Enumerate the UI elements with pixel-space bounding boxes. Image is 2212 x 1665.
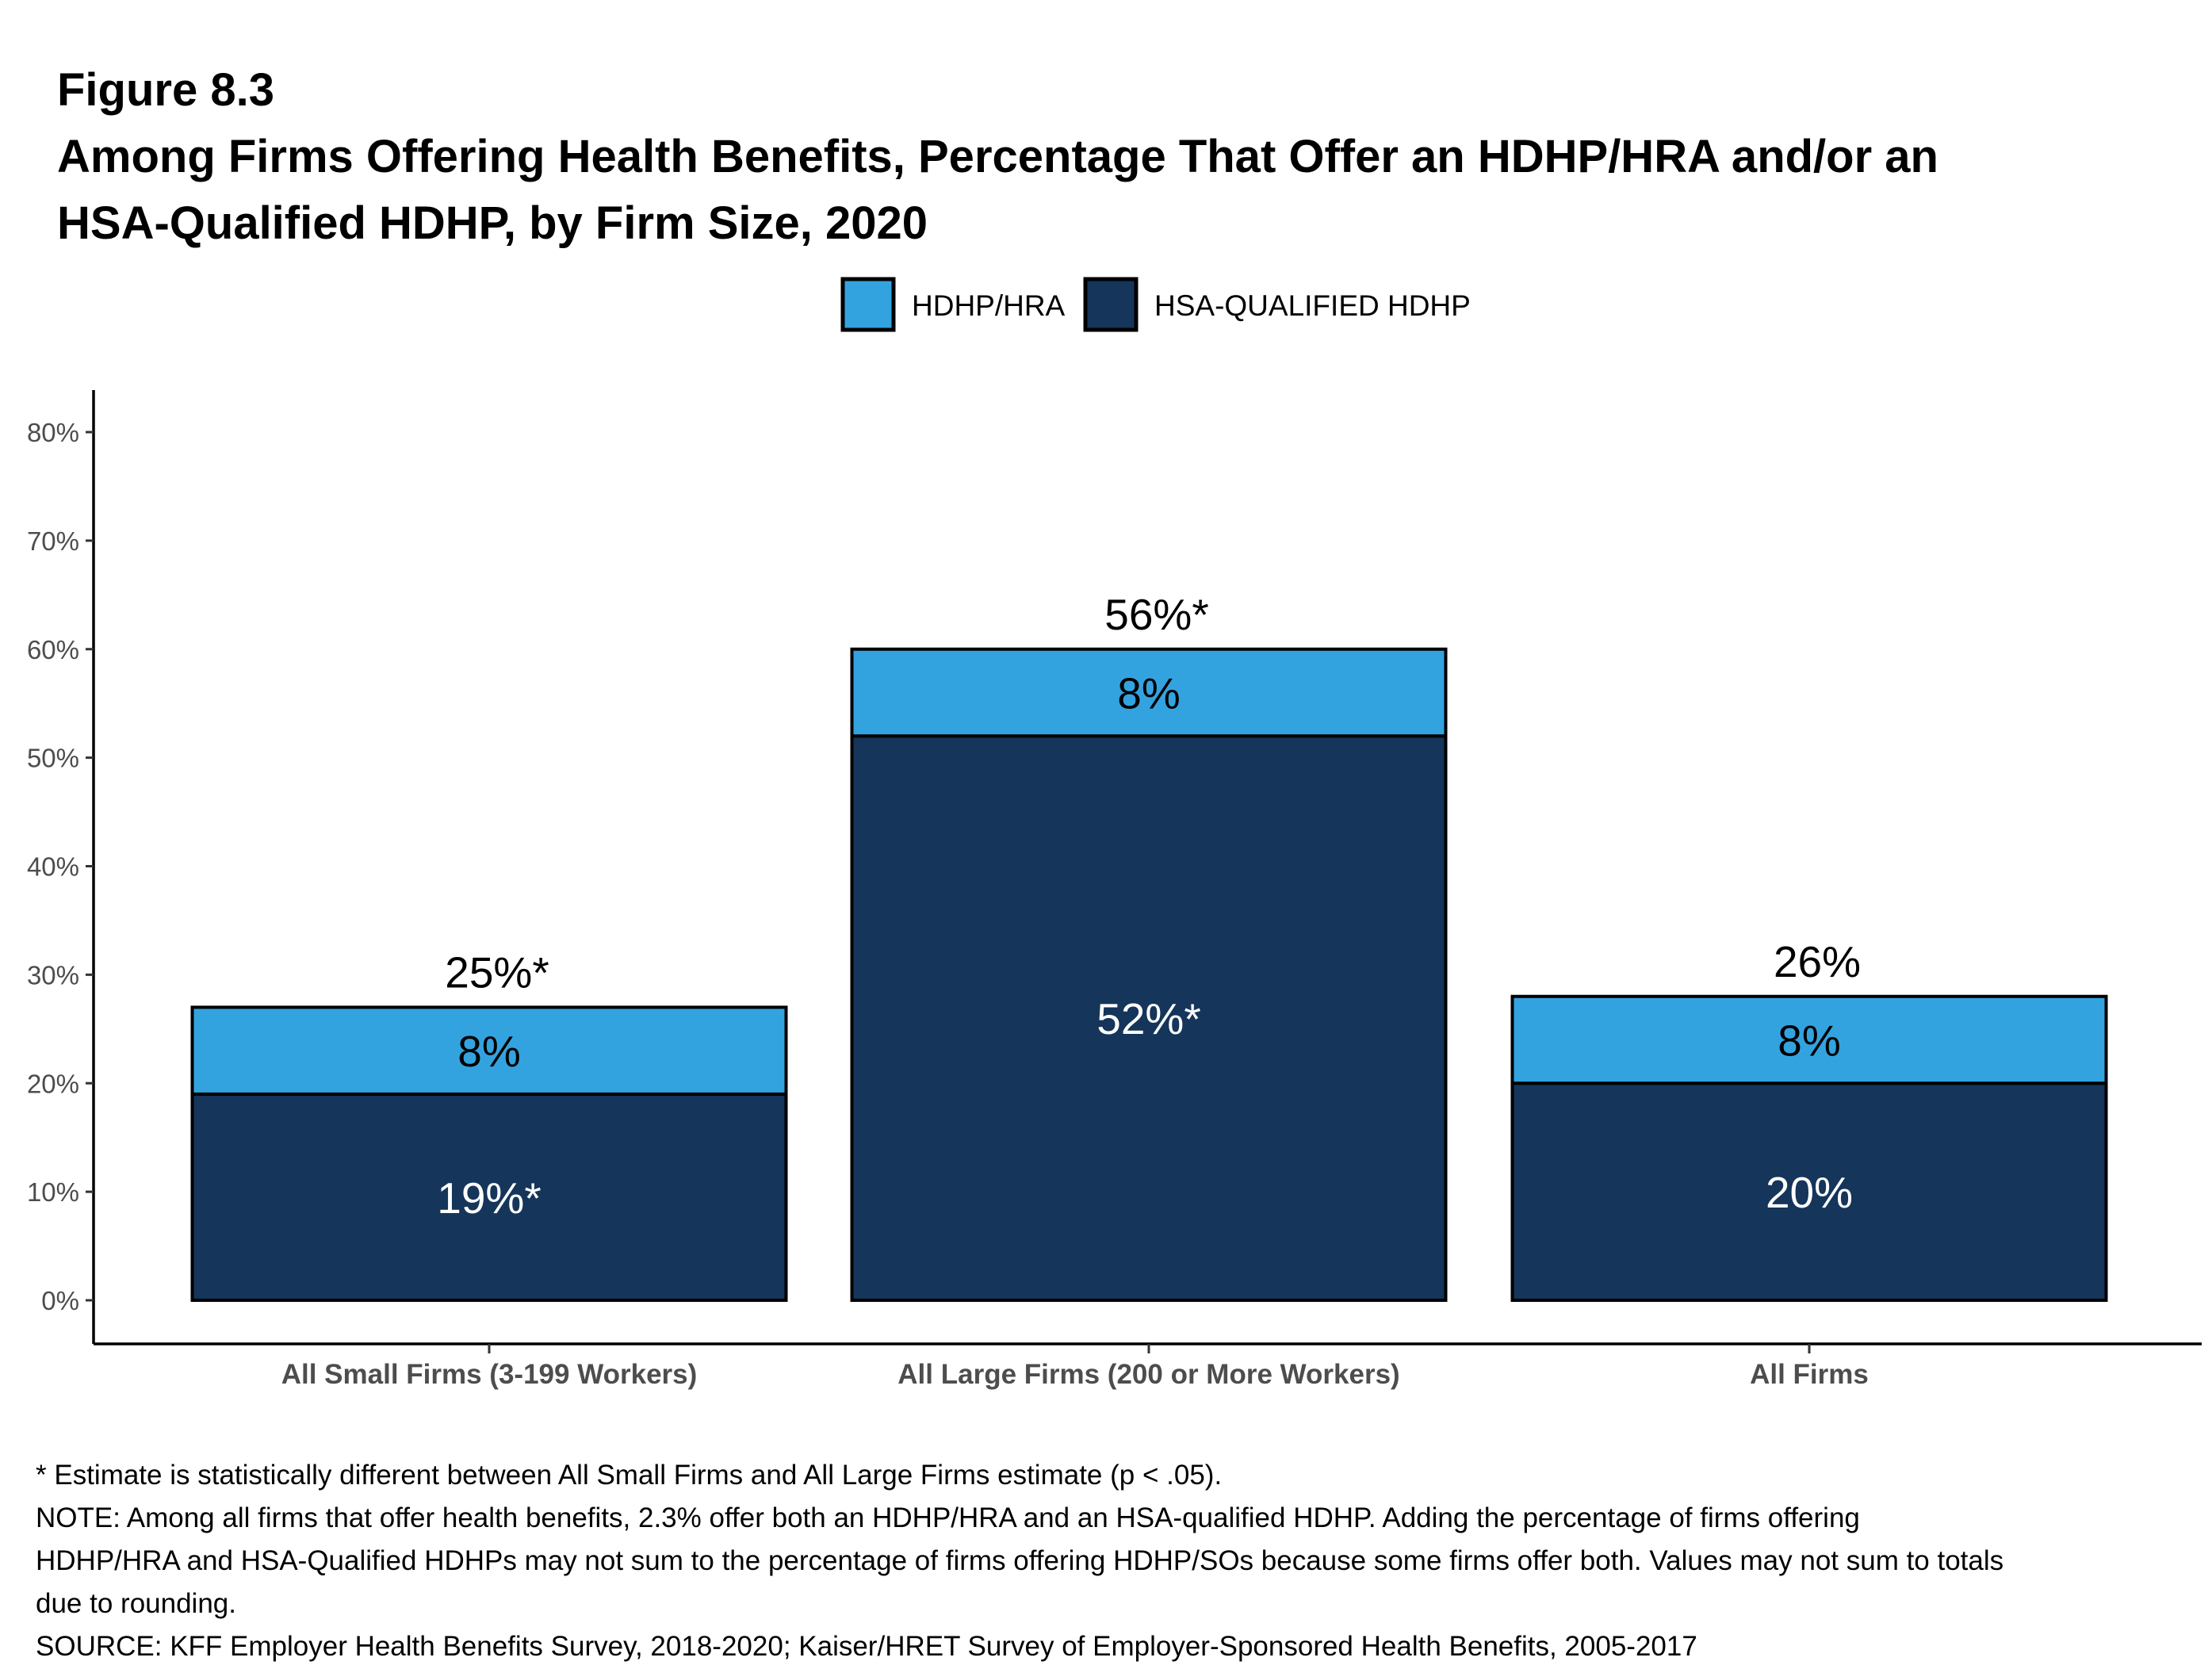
chart-title-line-2: HSA-Qualified HDHP, by Firm Size, 2020 bbox=[57, 197, 928, 249]
bar-segment-hdhp-hra bbox=[190, 1005, 788, 1096]
y-tick-label: 70% bbox=[27, 526, 79, 556]
data-label: 20% bbox=[1766, 1168, 1853, 1217]
figure-label: Figure 8.3 bbox=[57, 64, 274, 116]
bar-segment-hdhp-hra bbox=[850, 647, 1448, 738]
legend-label-hdhp-hra: HDHP/HRA bbox=[912, 289, 1066, 322]
data-label: 19%* bbox=[437, 1173, 541, 1223]
bar-segment-hsa-qualified bbox=[1510, 1081, 2108, 1302]
legend-swatch-hsa-qualified bbox=[1083, 277, 1139, 332]
y-tick-label: 20% bbox=[27, 1069, 79, 1098]
footnote-note-line-1: NOTE: Among all firms that offer health … bbox=[36, 1502, 1860, 1533]
y-tick-label: 0% bbox=[41, 1286, 79, 1315]
legend-label-hsa-qualified: HSA-QUALIFIED HDHP bbox=[1154, 289, 1471, 322]
y-tick-label: 80% bbox=[27, 418, 79, 447]
footnote-note-line-2: HDHP/HRA and HSA-Qualified HDHPs may not… bbox=[36, 1545, 2003, 1576]
y-tick-label: 40% bbox=[27, 852, 79, 882]
total-label: 26% bbox=[1774, 937, 1861, 986]
data-label: 8% bbox=[1117, 669, 1181, 718]
bar-segment-hsa-qualified bbox=[850, 734, 1448, 1302]
y-tick-label: 50% bbox=[27, 744, 79, 773]
footnote-source: SOURCE: KFF Employer Health Benefits Sur… bbox=[36, 1631, 1697, 1662]
plot-area: 0% 10% 20% 30% 40% 50% 60% 70% 80% All Small Firm… bbox=[27, 390, 2202, 1390]
bar-segment-hsa-qualified bbox=[190, 1092, 788, 1302]
footnotes: * Estimate is statistically different be… bbox=[36, 1460, 2003, 1662]
data-label: 8% bbox=[457, 1027, 521, 1076]
y-tick-label: 30% bbox=[27, 960, 79, 989]
x-tick-label: All Small Firms (3-199 Workers) bbox=[281, 1359, 698, 1390]
bar-segment-hdhp-hra bbox=[1510, 994, 2108, 1085]
footnote-note-line-3: due to rounding. bbox=[36, 1588, 236, 1619]
chart-title-line-1: Among Firms Offering Health Benefits, Pe… bbox=[57, 131, 1938, 182]
x-tick-label: All Large Firms (200 or More Workers) bbox=[897, 1359, 1399, 1390]
y-tick-label: 10% bbox=[27, 1177, 79, 1207]
total-label: 25%* bbox=[445, 947, 549, 997]
legend: HDHP/HRA HSA-QUALIFIED HDHP bbox=[840, 277, 1471, 332]
data-label: 52%* bbox=[1096, 994, 1200, 1043]
footnote-significance: * Estimate is statistically different be… bbox=[36, 1460, 1222, 1491]
data-label: 8% bbox=[1778, 1016, 1841, 1066]
total-label: 56%* bbox=[1104, 590, 1208, 639]
x-tick-label: All Firms bbox=[1750, 1359, 1869, 1390]
y-tick-label: 60% bbox=[27, 635, 79, 664]
legend-swatch-hdhp-hra bbox=[840, 277, 896, 332]
